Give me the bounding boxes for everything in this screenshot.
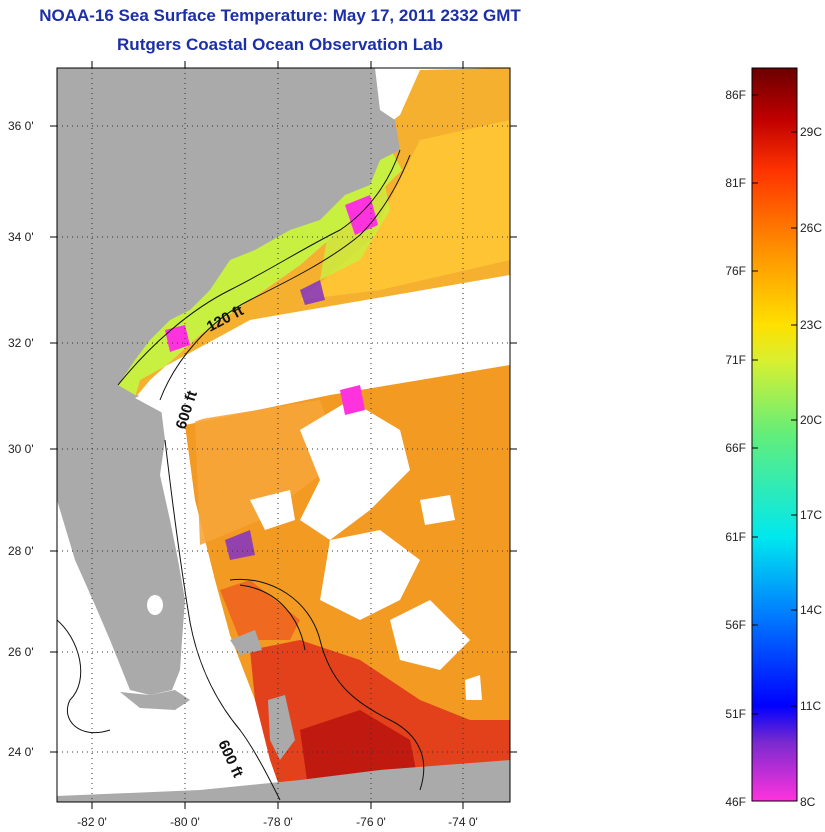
- lon-label-82: -82 0': [77, 815, 107, 829]
- lat-label-32: 32 0': [8, 336, 34, 350]
- lat-label-24: 24 0': [8, 745, 34, 759]
- lat-label-28: 28 0': [8, 544, 34, 558]
- lat-label-26: 26 0': [8, 645, 34, 659]
- lon-label-76: -76 0': [356, 815, 386, 829]
- lon-label-78: -78 0': [263, 815, 293, 829]
- land-mass: [57, 68, 400, 695]
- lon-label-74: -74 0': [448, 815, 478, 829]
- map-subtitle: Rutgers Coastal Ocean Observation Lab: [117, 35, 443, 54]
- lat-label-36: 36 0': [8, 119, 34, 133]
- lat-label-34: 34 0': [8, 230, 34, 244]
- graticule: [57, 68, 510, 802]
- map-frame: [56, 67, 511, 803]
- lon-label-80: -80 0': [170, 815, 200, 829]
- lat-label-30: 30 0': [8, 442, 34, 456]
- map-title: NOAA-16 Sea Surface Temperature: May 17,…: [39, 6, 521, 25]
- swath-gap: [135, 275, 510, 425]
